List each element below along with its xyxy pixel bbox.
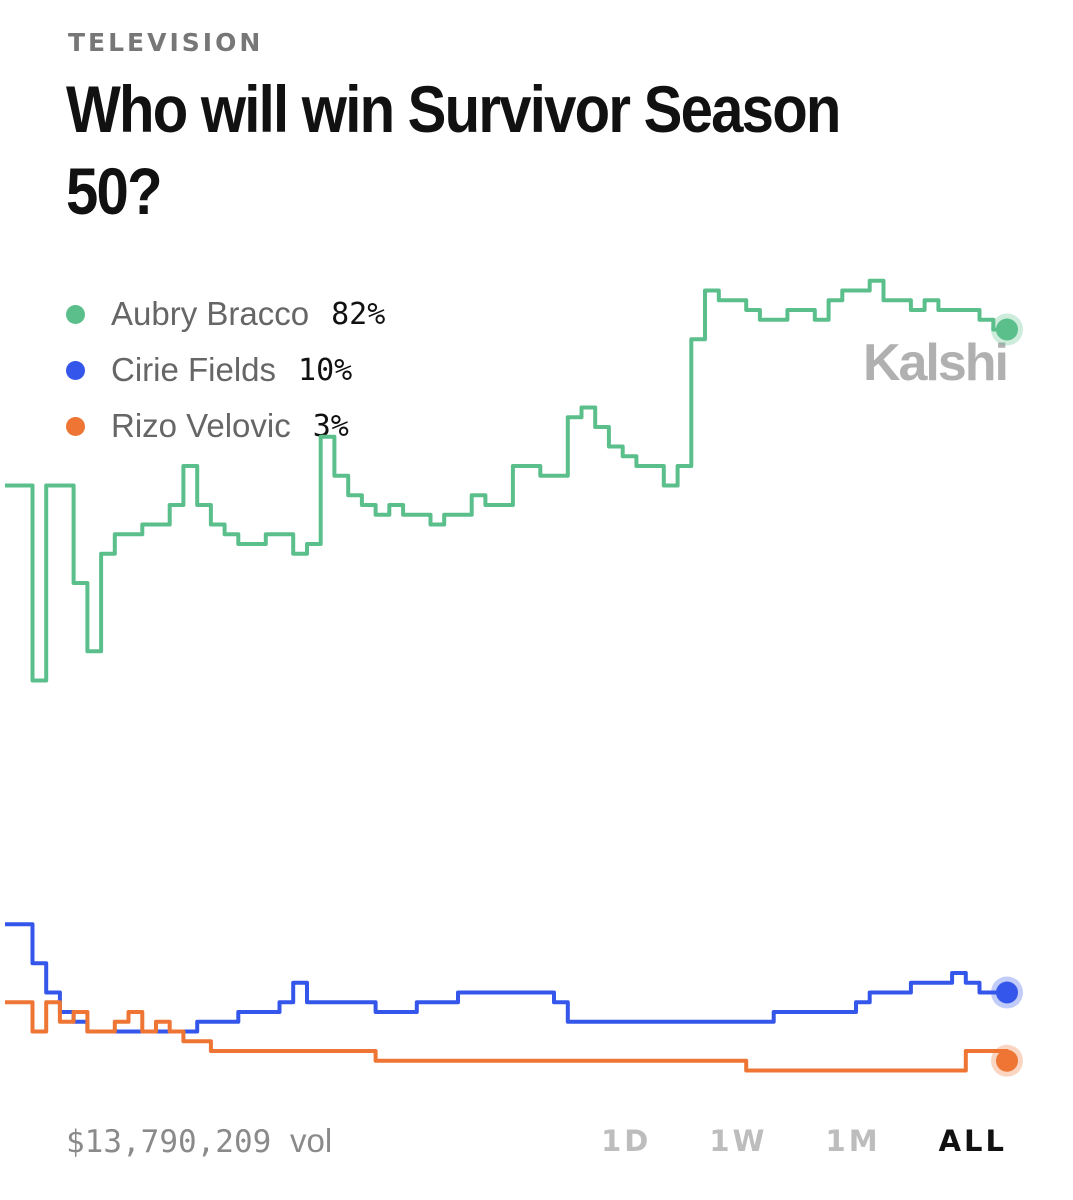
legend-dot	[66, 360, 85, 380]
series-endpoint-dot-1	[996, 981, 1018, 1004]
series-endpoint-dot-0	[996, 318, 1018, 341]
legend-item-aubry[interactable]: Aubry Bracco 82%	[66, 286, 385, 342]
legend-dot	[66, 416, 85, 436]
legend-percentage: 10%	[298, 352, 353, 388]
time-range-selector: 1D 1W 1M ALL	[601, 1124, 1007, 1158]
range-all-button[interactable]: ALL	[938, 1124, 1007, 1158]
range-1m-button[interactable]: 1M	[825, 1124, 881, 1158]
volume-readout: $13,790,209 vol	[66, 1122, 332, 1160]
series-line-1	[5, 922, 1007, 1034]
legend-dot	[66, 304, 85, 324]
chart-legend: Aubry Bracco 82% Cirie Fields 10% Rizo V…	[66, 286, 385, 454]
volume-word: vol	[289, 1122, 333, 1159]
legend-percentage: 82%	[331, 296, 386, 332]
legend-name: Cirie Fields	[111, 351, 277, 388]
range-1d-button[interactable]: 1D	[601, 1124, 652, 1158]
volume-amount: $13,790,209	[66, 1124, 272, 1160]
legend-name: Rizo Velovic	[111, 407, 291, 444]
category-label: TELEVISION	[68, 28, 264, 57]
legend-item-cirie[interactable]: Cirie Fields 10%	[66, 342, 385, 398]
series-line-2	[5, 1000, 1009, 1073]
legend-name: Aubry Bracco	[111, 295, 310, 332]
legend-item-rizo[interactable]: Rizo Velovic 3%	[66, 398, 385, 454]
range-1w-button[interactable]: 1W	[709, 1124, 768, 1158]
kalshi-logo: Kalshi	[862, 334, 1009, 392]
series-line-0	[5, 278, 1007, 683]
page-title: Who will win Survivor Season 50?	[66, 72, 841, 228]
series-endpoint-dot-2	[996, 1049, 1018, 1072]
